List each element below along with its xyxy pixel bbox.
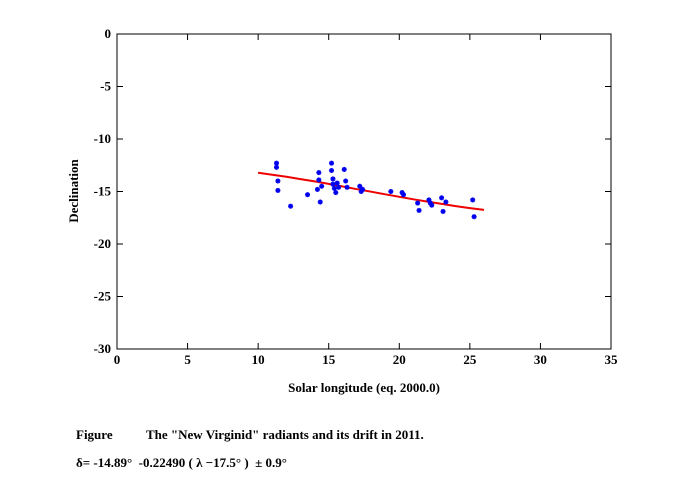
data-point [439, 195, 445, 201]
data-point [317, 199, 323, 205]
data-point [275, 187, 281, 193]
data-point [316, 170, 322, 176]
x-tick-label: 15 [322, 352, 336, 367]
data-point [288, 203, 294, 209]
data-point [319, 183, 325, 189]
y-tick-label: -5 [100, 79, 111, 94]
x-tick-label: 10 [252, 352, 265, 367]
x-tick-label: 0 [114, 352, 121, 367]
x-tick-label: 20 [393, 352, 406, 367]
data-point [443, 199, 449, 205]
fit-layer [257, 171, 485, 211]
y-tick-label: -15 [94, 184, 112, 199]
y-tick-label: -30 [94, 341, 111, 356]
data-point [388, 189, 394, 194]
data-point [334, 180, 340, 186]
data-point [316, 177, 322, 183]
data-point [333, 190, 339, 196]
data-point [336, 184, 342, 190]
data-point [471, 214, 477, 220]
data-point [401, 192, 407, 198]
data-point [331, 185, 337, 191]
x-tick-label: 35 [605, 352, 619, 367]
figure-label: Figure [76, 427, 113, 442]
data-point [329, 160, 335, 166]
fit-line [257, 171, 485, 211]
data-point [344, 184, 350, 190]
data-point [314, 186, 320, 192]
x-ticks: 0 5 10 15 20 25 30 35 [114, 34, 618, 367]
data-point [343, 178, 349, 184]
points-layer [273, 160, 477, 220]
y-tick-label: 0 [105, 26, 112, 41]
data-point [329, 168, 335, 173]
y-tick-label: -20 [94, 236, 111, 251]
data-point [415, 200, 421, 206]
data-point [330, 181, 336, 187]
data-point [275, 178, 281, 184]
data-point [305, 192, 311, 198]
data-point [273, 160, 279, 166]
drift-formula: δ= -14.89° -0.22490 ( λ −17.5° ) ± 0.9° [76, 455, 287, 470]
data-point [440, 208, 446, 214]
figure-caption-text: The "New Virginid" radiants and its drif… [146, 427, 424, 442]
data-point [416, 207, 422, 213]
x-tick-label: 30 [534, 352, 547, 367]
figure-caption: Figure The "New Virginid" radiants and it… [76, 427, 424, 443]
plot-frame [116, 33, 612, 350]
data-point [330, 176, 336, 182]
y-axis-title: Declination [66, 158, 81, 222]
y-tick-label: -25 [94, 289, 112, 304]
x-tick-label: 5 [184, 352, 191, 367]
data-point [470, 197, 476, 203]
data-point [341, 166, 347, 172]
x-tick-label: 25 [463, 352, 477, 367]
data-point [360, 186, 366, 192]
y-ticks: 0 -5 -10 -15 -20 -25 -30 [94, 26, 611, 356]
y-tick-label: -10 [94, 131, 111, 146]
data-point [273, 164, 279, 170]
x-axis-title: Solar longitude (eq. 2000.0) [288, 380, 440, 395]
data-point [429, 202, 435, 208]
